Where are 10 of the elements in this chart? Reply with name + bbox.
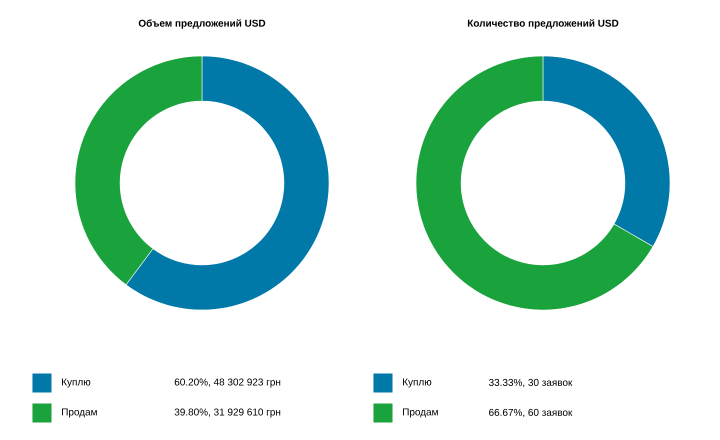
chart-title: Объем предложений USD [138,19,266,29]
data-label: 33.33%, 30 заявок [488,378,572,388]
data-label: 66.67%, 60 заявок [489,408,572,418]
data-label: 39.80%, 31 929 610 грн [174,408,280,418]
chart-title: Количество предложений USD [468,19,618,29]
data-label: 60.20%, 48 302 923 грн [174,378,280,388]
legend-label: Продам [403,408,438,418]
legend-label: Продам [62,408,97,418]
legend-label: Куплю [62,378,90,388]
legend-label: Куплю [403,378,432,388]
